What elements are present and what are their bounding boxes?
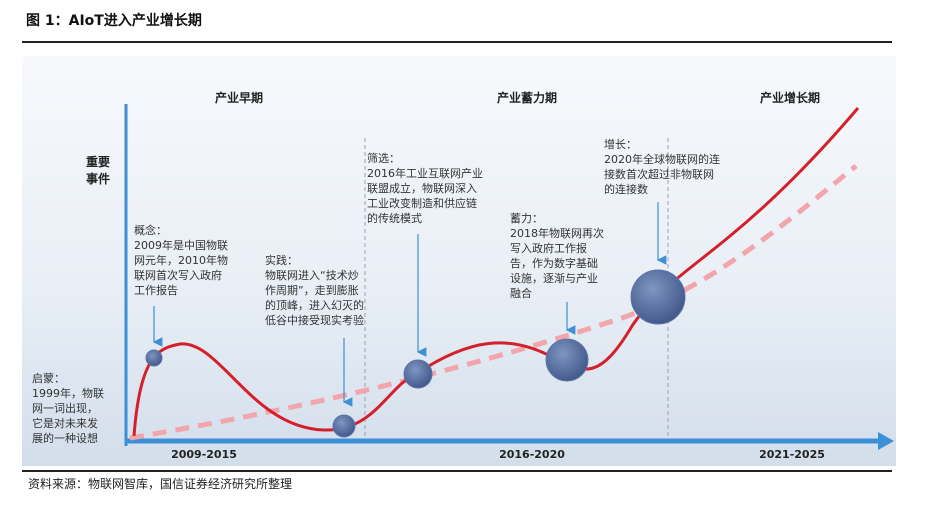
top-rule bbox=[22, 41, 892, 43]
event-line: 网元年，2010年物 bbox=[134, 253, 228, 267]
event-title: 启蒙： bbox=[32, 372, 65, 385]
event-title: 实践： bbox=[265, 253, 298, 267]
phase-name-buildup: 产业蓄力期 bbox=[497, 90, 557, 105]
event-line: 的传统模式 bbox=[367, 211, 422, 225]
event-line: 工业改变制造和供应链 bbox=[367, 196, 477, 210]
event-screening: 筛选： 2016年工业互联网产业 联盟成立，物联网深入 工业改变制造和供应链 的… bbox=[367, 151, 483, 225]
event-title: 蓄力： bbox=[510, 212, 543, 225]
dashed-trend-curve bbox=[129, 164, 858, 441]
event-line: 告，作为数字基础 bbox=[510, 256, 598, 270]
phase-name-early: 产业早期 bbox=[215, 90, 263, 105]
event-bubble bbox=[630, 269, 686, 325]
source-note: 资料来源：物联网智库，国信证券经济研究所整理 bbox=[28, 477, 293, 491]
event-line: 接数首次超过非物联网 bbox=[604, 167, 714, 181]
event-line: 写入政府工作报 bbox=[510, 241, 587, 255]
event-concept: 概念： 2009年是中国物联 网元年，2010年物 联网首次写入政府 工作报告 bbox=[134, 223, 228, 297]
event-title: 筛选： bbox=[367, 151, 400, 165]
event-title: 概念： bbox=[134, 223, 167, 237]
event-line: 低谷中接受现实考验 bbox=[265, 313, 364, 327]
event-line: 2016年工业互联网产业 bbox=[367, 166, 483, 180]
event-accumulation: 蓄力： 2018年物联网再次 写入政府工作报 告，作为数字基础 设施，逐渐与产业… bbox=[510, 212, 604, 300]
period-label-growth: 2021-2025 bbox=[759, 448, 825, 461]
event-bubble bbox=[332, 414, 356, 438]
y-axis-label: 事件 bbox=[86, 171, 110, 186]
phase-name-growth: 产业增长期 bbox=[760, 90, 820, 105]
event-line: 融合 bbox=[510, 286, 532, 300]
panel-background bbox=[22, 56, 896, 466]
y-axis-label: 重要 bbox=[86, 154, 110, 169]
event-line: 联网首次写入政府 bbox=[134, 268, 222, 282]
event-enlightenment: 启蒙： 1999年，物联 网一词出现， 它是对未来发 展的一种设想 bbox=[32, 372, 104, 445]
event-line: 2018年物联网再次 bbox=[510, 226, 604, 240]
event-line: 2009年是中国物联 bbox=[134, 238, 228, 252]
period-label-early: 2009-2015 bbox=[171, 448, 237, 461]
event-line: 工作报告 bbox=[134, 283, 178, 297]
event-line: 2020年全球物联网的连 bbox=[604, 152, 720, 166]
iot-phase-diagram: 重要 事件 产业早期 产业蓄力期 产业增长期 2009-2015 2016-20… bbox=[22, 56, 896, 466]
event-title: 增长： bbox=[604, 137, 637, 151]
event-line: 展的一种设想 bbox=[32, 431, 98, 445]
period-label-buildup: 2016-2020 bbox=[499, 448, 565, 461]
event-line: 设施，逐渐与产业 bbox=[510, 271, 598, 285]
event-line: 作周期”，走到膨胀 bbox=[265, 283, 359, 297]
event-growth: 增长： 2020年全球物联网的连 接数首次超过非物联网 的连接数 bbox=[604, 137, 720, 196]
event-bubble bbox=[145, 349, 163, 367]
figure-title: 图 1：AIoT进入产业增长期 bbox=[26, 13, 202, 29]
event-practice: 实践： 物联网进入“技术炒 作周期”，走到膨胀 的顶峰，进入幻灭的 低谷中接受现… bbox=[265, 253, 364, 327]
event-line: 网一词出现， bbox=[32, 401, 98, 415]
event-line: 的连接数 bbox=[604, 182, 648, 196]
event-bubble bbox=[545, 338, 589, 382]
event-line: 它是对未来发 bbox=[32, 416, 98, 430]
event-bubble bbox=[403, 359, 433, 389]
bottom-rule bbox=[22, 470, 892, 472]
x-axis-arrowhead bbox=[878, 432, 894, 450]
event-line: 1999年，物联 bbox=[32, 386, 104, 400]
event-line: 联盟成立，物联网深入 bbox=[367, 181, 477, 195]
event-line: 的顶峰，进入幻灭的 bbox=[265, 298, 364, 312]
event-line: 物联网进入“技术炒 bbox=[265, 268, 359, 282]
